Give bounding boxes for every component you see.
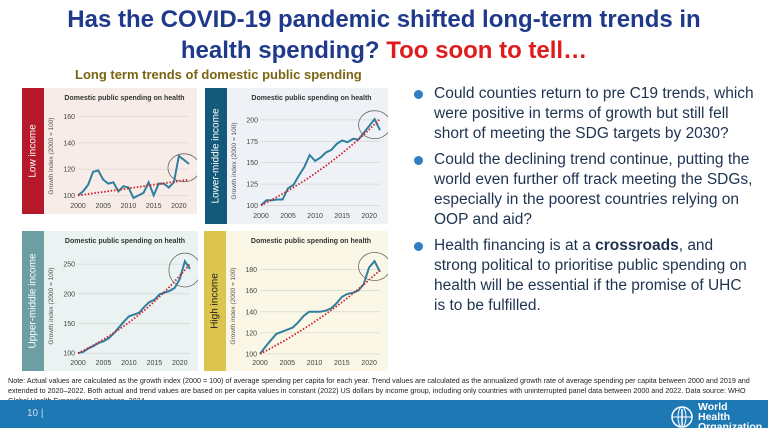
- bullet-item: Health financing is at a crossroads, and…: [412, 236, 757, 316]
- x-tick-label: 2005: [279, 360, 295, 367]
- actual-line: [77, 258, 191, 355]
- actual-line: [260, 117, 381, 207]
- group-label-strip: High income: [204, 231, 226, 371]
- x-tick-label: 2020: [172, 360, 188, 367]
- highlight-circle: [168, 252, 198, 288]
- bullet-text: , and strong political to prioritise pub…: [434, 237, 747, 314]
- chart-title: Domestic public spending on health: [65, 238, 185, 245]
- bullet-item: Could the declining trend continue, putt…: [412, 150, 757, 230]
- bullet-text: Could the declining trend continue, putt…: [434, 151, 753, 228]
- bullet-dot-icon: [414, 156, 423, 165]
- chart-title: Domestic public spending on health: [64, 95, 184, 102]
- footer-bar: 10 | World Health Organization: [0, 400, 768, 432]
- chart-low-income: Low income Domestic public spending on h…: [22, 88, 197, 214]
- x-tick-label: 2015: [147, 360, 163, 367]
- y-axis-label: Growth index (2000 = 100): [231, 122, 238, 199]
- y-tick-label: 160: [63, 114, 75, 121]
- who-logo: World Health Organization: [670, 401, 763, 433]
- group-label-strip: Lower-middle income: [205, 88, 227, 224]
- y-tick-label: 120: [63, 167, 75, 174]
- y-tick-label: 120: [245, 330, 257, 337]
- chart-svg: Domestic public spending on health Growth…: [48, 238, 198, 367]
- chart-svg: Domestic public spending on health Growth…: [231, 95, 388, 220]
- actual-line: [77, 154, 190, 200]
- x-tick-label: 2015: [146, 203, 162, 210]
- bullet-bold-text: crossroads: [595, 237, 679, 254]
- trend-line: [260, 118, 381, 207]
- bullet-text: Could counties return to pre C19 trends,…: [434, 85, 754, 142]
- group-label: High income: [209, 273, 221, 329]
- trend-line: [77, 263, 191, 355]
- y-tick-label: 140: [245, 309, 257, 316]
- trend-line: [259, 269, 381, 355]
- y-tick-label: 140: [63, 140, 75, 147]
- x-tick-label: 2015: [334, 213, 350, 220]
- y-tick-label: 125: [246, 182, 258, 189]
- chart-lower-middle-income: Lower-middle income Domestic public spen…: [205, 88, 388, 224]
- group-label: Lower-middle income: [210, 108, 222, 204]
- highlight-circle: [358, 110, 388, 140]
- x-tick-label: 2010: [307, 360, 323, 367]
- chart-title: Domestic public spending on health: [251, 95, 371, 102]
- y-tick-label: 180: [245, 267, 257, 274]
- x-tick-label: 2020: [361, 213, 377, 220]
- y-axis-label: Growth index (2000 = 100): [48, 267, 55, 344]
- who-emblem-icon: [671, 406, 693, 428]
- chart-upper-middle-income: Upper-middle income Domestic public spen…: [22, 231, 198, 371]
- y-tick-label: 150: [63, 321, 75, 328]
- chart-title: Domestic public spending on health: [251, 238, 371, 245]
- slide-title: Has the COVID-19 pandemic shifted long-t…: [0, 4, 768, 66]
- x-tick-label: 2010: [121, 203, 137, 210]
- org-name-line-2: Organization: [698, 421, 763, 433]
- y-tick-label: 200: [63, 291, 75, 298]
- y-tick-label: 160: [245, 288, 257, 295]
- group-label-strip: Low income: [22, 88, 44, 214]
- highlight-circle: [358, 252, 388, 281]
- x-tick-label: 2015: [334, 360, 350, 367]
- y-axis-label: Growth index (2000 = 100): [48, 117, 55, 194]
- page-number: 10 |: [27, 408, 44, 419]
- bullet-item: Could counties return to pre C19 trends,…: [412, 84, 757, 144]
- x-tick-label: 2005: [96, 360, 112, 367]
- title-line-1: Has the COVID-19 pandemic shifted long-t…: [67, 6, 701, 33]
- charts-subtitle: Long term trends of domestic public spen…: [75, 67, 362, 82]
- y-tick-label: 150: [246, 160, 258, 167]
- title-highlight: Too soon to tell…: [386, 37, 588, 64]
- chart-svg: Domestic public spending on health Growth…: [48, 95, 197, 210]
- title-line-2: health spending?: [180, 37, 380, 64]
- chart-svg: Domestic public spending on health Growth…: [230, 238, 388, 367]
- x-tick-label: 2010: [307, 213, 323, 220]
- bullet-dot-icon: [414, 90, 423, 99]
- group-label: Low income: [27, 124, 39, 178]
- group-label-strip: Upper-middle income: [22, 231, 44, 371]
- x-tick-label: 2020: [171, 203, 187, 210]
- y-tick-label: 100: [246, 203, 258, 210]
- y-tick-label: 100: [63, 193, 75, 200]
- x-tick-label: 2020: [361, 360, 377, 367]
- x-tick-label: 2010: [121, 360, 137, 367]
- group-label: Upper-middle income: [27, 253, 39, 349]
- x-tick-label: 2000: [253, 213, 269, 220]
- y-tick-label: 100: [245, 351, 257, 358]
- highlight-circle: [167, 153, 197, 183]
- y-axis-label: Growth index (2000 = 100): [230, 267, 237, 344]
- y-tick-label: 250: [63, 262, 75, 269]
- bullet-text: Health financing is at a: [434, 237, 596, 254]
- org-name-line-1: World Health: [698, 401, 731, 423]
- y-tick-label: 100: [63, 351, 75, 358]
- x-tick-label: 2000: [70, 203, 86, 210]
- bullet-list: Could counties return to pre C19 trends,…: [412, 84, 757, 322]
- chart-high-income: High income Domestic public spending on …: [204, 231, 388, 371]
- x-tick-label: 2000: [252, 360, 268, 367]
- trend-line: [77, 178, 190, 197]
- x-tick-label: 2005: [95, 203, 111, 210]
- y-tick-label: 175: [246, 139, 258, 146]
- y-tick-label: 200: [246, 117, 258, 124]
- x-tick-label: 2005: [280, 213, 296, 220]
- x-tick-label: 2000: [70, 360, 86, 367]
- bullet-dot-icon: [414, 242, 423, 251]
